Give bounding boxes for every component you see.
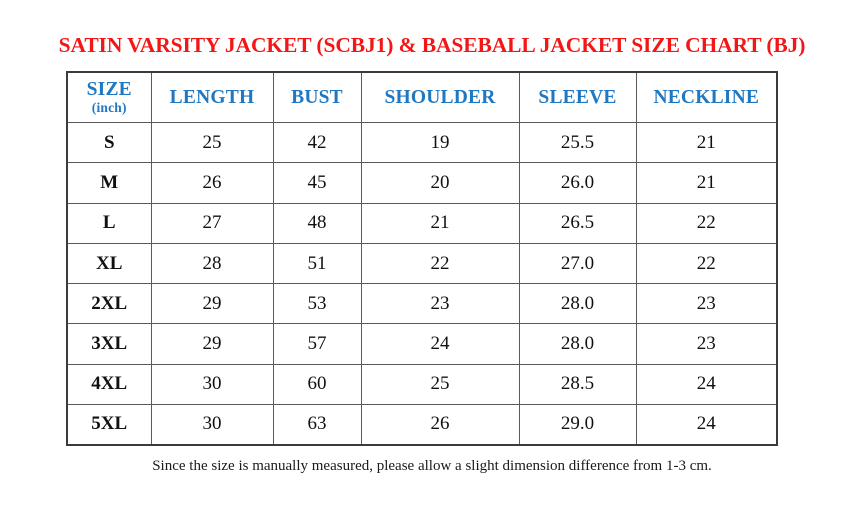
cell-neckline: 21 <box>635 121 778 164</box>
table-row: 2XL 29 53 23 28.0 23 <box>66 283 778 325</box>
cell-sleeve: 26.5 <box>518 202 637 244</box>
cell-sleeve: 28.0 <box>518 323 637 365</box>
cell-neckline: 23 <box>635 283 778 325</box>
table-row: S 25 42 19 25.5 21 <box>66 121 778 164</box>
cell-size: 5XL <box>66 404 152 446</box>
cell-bust: 53 <box>272 283 362 325</box>
cell-shoulder: 19 <box>360 121 520 164</box>
cell-neckline: 23 <box>635 323 778 365</box>
table-row: 4XL 30 60 25 28.5 24 <box>66 363 778 406</box>
table-header: SIZE (inch) LENGTH BUST SHOULDER SLEEVE … <box>66 71 778 123</box>
cell-neckline: 22 <box>635 242 778 285</box>
cell-length: 26 <box>150 162 274 204</box>
cell-size: 3XL <box>66 323 152 365</box>
table-row: L 27 48 21 26.5 22 <box>66 202 778 244</box>
cell-size: 4XL <box>66 363 152 406</box>
cell-bust: 42 <box>272 121 362 164</box>
column-header-shoulder: SHOULDER <box>360 71 520 123</box>
cell-bust: 57 <box>272 323 362 365</box>
cell-length: 28 <box>150 242 274 285</box>
cell-size: XL <box>66 242 152 285</box>
cell-sleeve: 29.0 <box>518 404 637 446</box>
cell-length: 29 <box>150 323 274 365</box>
column-header-sleeve: SLEEVE <box>518 71 637 123</box>
cell-size: 2XL <box>66 283 152 325</box>
table-body: S 25 42 19 25.5 21 M 26 45 20 26.0 21 L <box>66 121 778 446</box>
size-chart-table: SIZE (inch) LENGTH BUST SHOULDER SLEEVE … <box>66 71 778 446</box>
cell-shoulder: 25 <box>360 363 520 406</box>
cell-length: 25 <box>150 121 274 164</box>
cell-shoulder: 24 <box>360 323 520 365</box>
column-header-neckline: NECKLINE <box>635 71 778 123</box>
cell-length: 29 <box>150 283 274 325</box>
cell-length: 30 <box>150 404 274 446</box>
cell-bust: 60 <box>272 363 362 406</box>
column-header-length: LENGTH <box>150 71 274 123</box>
column-header-size: SIZE (inch) <box>66 71 152 123</box>
cell-shoulder: 22 <box>360 242 520 285</box>
header-row: SIZE (inch) LENGTH BUST SHOULDER SLEEVE … <box>66 71 778 123</box>
cell-neckline: 22 <box>635 202 778 244</box>
table-row: 5XL 30 63 26 29.0 24 <box>66 404 778 446</box>
cell-sleeve: 25.5 <box>518 121 637 164</box>
cell-sleeve: 28.0 <box>518 283 637 325</box>
cell-size: M <box>66 162 152 204</box>
cell-sleeve: 27.0 <box>518 242 637 285</box>
size-header-main-label: SIZE <box>86 78 132 100</box>
cell-sleeve: 26.0 <box>518 162 637 204</box>
cell-neckline: 21 <box>635 162 778 204</box>
size-header-unit-label: (inch) <box>91 99 127 115</box>
table-row: XL 28 51 22 27.0 22 <box>66 242 778 285</box>
page-title: SATIN VARSITY JACKET (SCBJ1) & BASEBALL … <box>58 33 806 57</box>
table-row: 3XL 29 57 24 28.0 23 <box>66 323 778 365</box>
cell-length: 30 <box>150 363 274 406</box>
cell-shoulder: 20 <box>360 162 520 204</box>
cell-neckline: 24 <box>635 404 778 446</box>
cell-sleeve: 28.5 <box>518 363 637 406</box>
table-row: M 26 45 20 26.0 21 <box>66 162 778 204</box>
cell-shoulder: 23 <box>360 283 520 325</box>
cell-shoulder: 26 <box>360 404 520 446</box>
size-table-container: SIZE (inch) LENGTH BUST SHOULDER SLEEVE … <box>66 71 778 446</box>
cell-shoulder: 21 <box>360 202 520 244</box>
cell-size: L <box>66 202 152 244</box>
cell-length: 27 <box>150 202 274 244</box>
cell-bust: 45 <box>272 162 362 204</box>
cell-bust: 63 <box>272 404 362 446</box>
cell-bust: 48 <box>272 202 362 244</box>
cell-size: S <box>66 121 152 164</box>
measurement-disclaimer: Since the size is manually measured, ple… <box>152 458 712 474</box>
cell-neckline: 24 <box>635 363 778 406</box>
cell-bust: 51 <box>272 242 362 285</box>
column-header-bust: BUST <box>272 71 362 123</box>
